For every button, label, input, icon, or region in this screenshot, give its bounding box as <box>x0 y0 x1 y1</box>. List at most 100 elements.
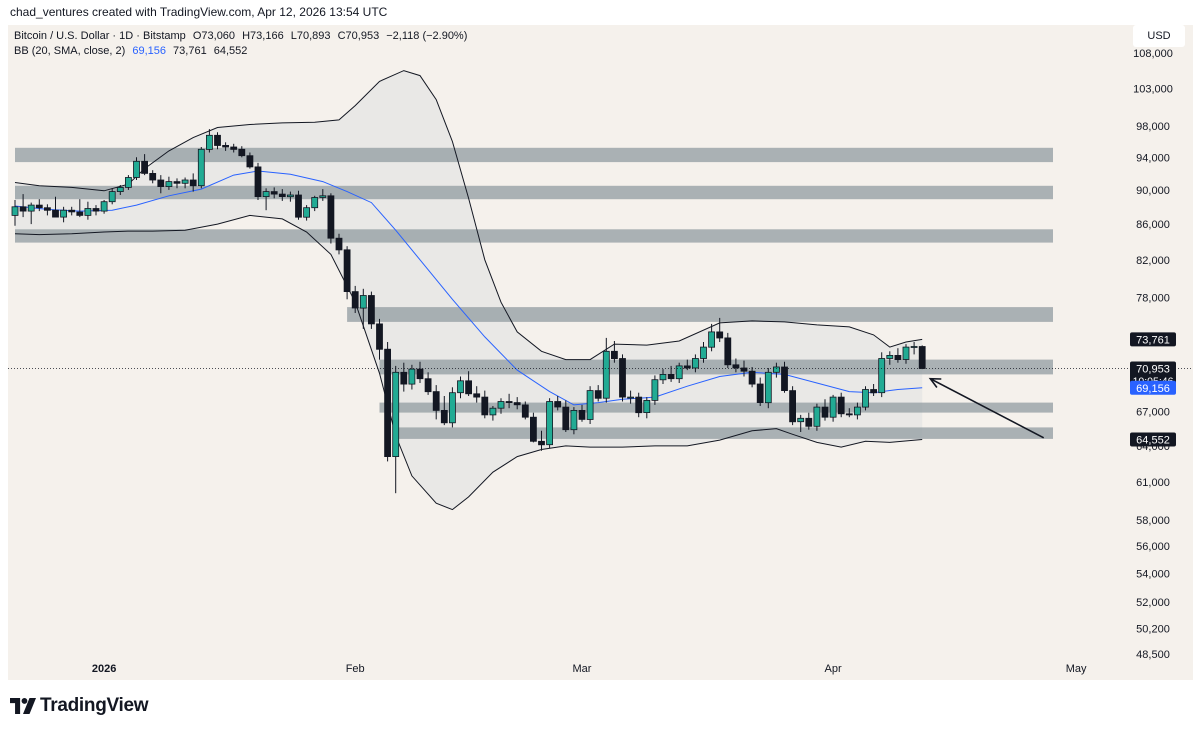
candle <box>440 396 448 426</box>
candle-body <box>230 146 238 150</box>
candle <box>910 342 918 355</box>
candle <box>205 129 213 153</box>
candle <box>92 205 100 216</box>
currency-button[interactable]: USD <box>1133 25 1185 47</box>
ohlc-close: C70,953 <box>337 30 380 42</box>
candle <box>400 362 408 392</box>
candle-body <box>554 401 562 408</box>
ohlc-high: H73,166 <box>242 30 284 42</box>
indicator-name[interactable]: BB (20, SMA, close, 2) <box>14 45 126 57</box>
y-tick-label: 52,000 <box>1136 597 1170 609</box>
candle-body <box>181 179 189 184</box>
candle-body <box>424 378 432 393</box>
candle <box>416 361 424 383</box>
candle <box>351 285 359 313</box>
candle-body <box>740 367 748 372</box>
candle-body <box>667 373 675 380</box>
candle-body <box>497 401 505 409</box>
candle <box>489 406 497 421</box>
candle <box>335 233 343 255</box>
candle <box>530 412 537 443</box>
candle <box>60 206 67 223</box>
candle <box>270 187 278 199</box>
candlestick-chart[interactable]: 108,000 103,000 98,000 94,000 90,000 86,000 82… <box>8 25 1193 680</box>
candle-body <box>384 348 392 458</box>
x-tick-label: Mar <box>573 663 592 675</box>
chart-area[interactable]: 108,000 103,000 98,000 94,000 90,000 86,000 82… <box>8 25 1193 680</box>
candle-body <box>538 440 545 446</box>
candle-body <box>675 365 683 380</box>
candle-body <box>521 404 529 418</box>
candle <box>141 154 149 176</box>
candle <box>44 204 51 216</box>
candle-body <box>611 350 618 359</box>
candle-body <box>68 209 76 213</box>
candle <box>424 372 432 395</box>
candle-body <box>376 323 383 350</box>
candle-body <box>335 237 343 251</box>
candle <box>497 398 505 414</box>
candle <box>133 157 140 180</box>
candle <box>311 195 319 212</box>
candle-body <box>854 406 861 416</box>
tradingview-logo-icon[interactable] <box>10 698 36 714</box>
candle-body <box>562 406 570 431</box>
candle <box>262 188 270 211</box>
candle <box>238 146 246 158</box>
candle <box>303 205 311 221</box>
candle-body <box>902 346 910 360</box>
candle-body <box>805 417 813 427</box>
candle <box>862 386 869 411</box>
x-tick-label: Apr <box>825 663 842 675</box>
candle <box>562 400 570 432</box>
candle-body <box>408 368 416 385</box>
zone-band-4 <box>347 307 1054 322</box>
candle <box>286 191 294 202</box>
candle-body <box>635 396 643 414</box>
candle <box>700 342 707 363</box>
candle <box>821 399 829 421</box>
candle <box>295 190 302 220</box>
price-label-text: 64,552 <box>1136 435 1170 447</box>
candle <box>521 401 529 420</box>
zone-band-3 <box>15 229 1053 243</box>
candle <box>149 170 157 184</box>
candle <box>837 392 845 418</box>
symbol-title[interactable]: Bitcoin / U.S. Dollar · 1D · Bitstamp <box>14 30 186 42</box>
candle-body <box>821 406 829 418</box>
y-tick-label: 50,200 <box>1136 623 1170 635</box>
candle-body <box>716 331 724 339</box>
candle <box>367 291 375 329</box>
candle-body <box>546 401 553 446</box>
tradingview-brand[interactable]: TradingView <box>40 695 149 716</box>
candle-body <box>84 208 92 216</box>
candle <box>570 407 578 435</box>
candle <box>189 173 197 192</box>
y-tick-label: 86,000 <box>1136 219 1170 231</box>
candle <box>513 397 521 410</box>
candle-body <box>732 364 740 369</box>
bb-lower-value: 64,552 <box>213 45 248 57</box>
candle <box>716 317 724 342</box>
candle <box>181 177 189 189</box>
bb-upper-value: 73,761 <box>173 45 207 57</box>
candle <box>68 206 76 216</box>
candle <box>781 361 788 393</box>
y-tick-label: 103,000 <box>1133 84 1173 96</box>
candle <box>902 344 910 364</box>
price-change: −2,118 (−2.90%) <box>386 30 468 42</box>
ohlc-open: O73,060 <box>192 30 236 42</box>
candle-body <box>837 396 845 415</box>
candle <box>797 414 805 432</box>
y-tick-label: 58,000 <box>1136 515 1170 527</box>
candle <box>246 152 254 169</box>
y-tick-label: 61,000 <box>1136 477 1170 489</box>
candle-body <box>165 181 173 188</box>
candle <box>432 385 440 420</box>
candle <box>343 246 351 300</box>
candle <box>813 403 821 431</box>
candle-body <box>141 160 149 174</box>
candle <box>692 354 699 373</box>
candle <box>708 323 715 352</box>
y-tick-label: 98,000 <box>1136 121 1170 133</box>
